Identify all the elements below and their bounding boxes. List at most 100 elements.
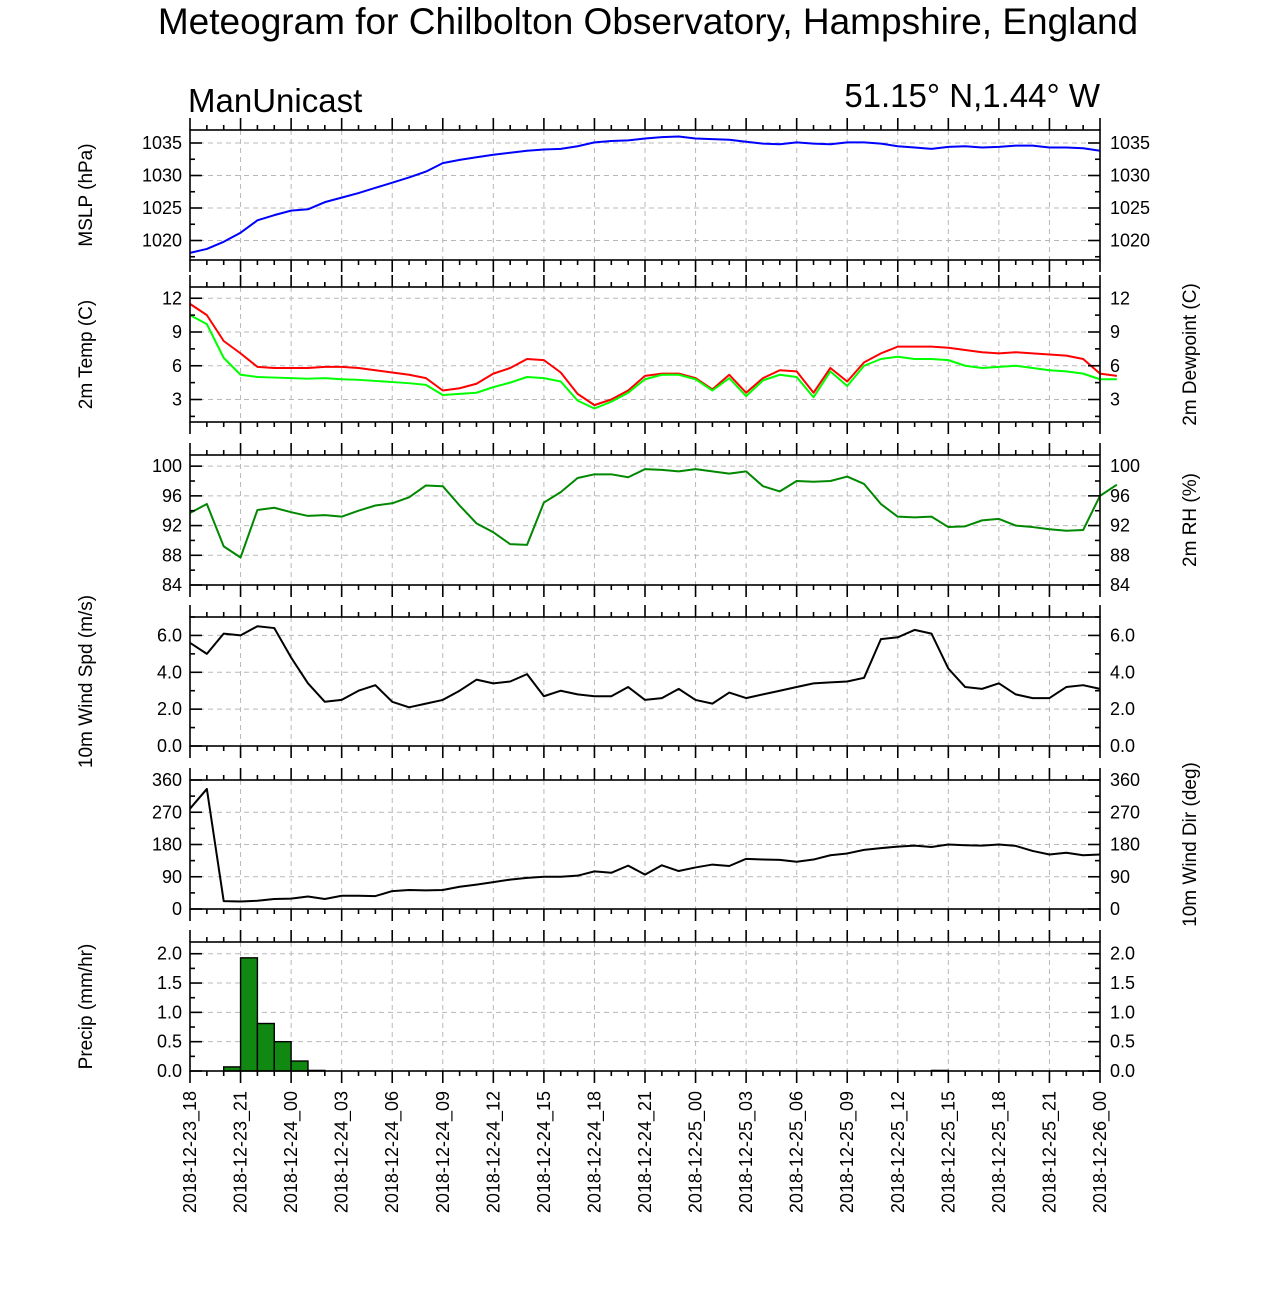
x-tick-label: 2018-12-25_12 (888, 1091, 909, 1213)
y-tick-label-left: 0.0 (157, 736, 182, 756)
y-tick-label-left: 4.0 (157, 662, 182, 682)
panel-3: 84 84 88 88 92 92 96 96 100 100 2m RH (%) (152, 443, 1201, 597)
y-tick-label-right: 88 (1110, 545, 1130, 565)
y-tick-label-left: 1035 (142, 133, 182, 153)
y-axis-label-left: Precip (mm/hr) (76, 944, 97, 1070)
panel-2: 3 3 6 6 9 9 12 12 2m Temp (C) 2m Dewpoint (C) (76, 275, 1201, 434)
y-tick-label-left: 2.0 (157, 944, 182, 964)
series-line-1 (189, 303, 1117, 407)
y-tick-label-left: 6 (172, 356, 182, 376)
x-tick-label: 2018-12-25_06 (787, 1091, 808, 1213)
y-tick-label-right: 0.0 (1110, 736, 1135, 756)
y-tick-label-right: 1035 (1110, 133, 1150, 153)
series-line-1 (189, 135, 1101, 254)
y-tick-label-right: 12 (1110, 288, 1130, 308)
y-tick-label-left: 1020 (142, 231, 182, 251)
y-tick-label-left: 6.0 (157, 625, 182, 645)
panel-1: 1020 1020 1025 1025 1030 1030 1035 1035 MSLP (hP… (76, 118, 1150, 272)
y-tick-label-left: 9 (172, 322, 182, 342)
panels: 1020 1020 1025 1025 1030 1030 1035 1035 MSLP (hP… (76, 118, 1201, 1083)
panel-6: 0.0 0.0 0.5 0.5 1.0 1.0 1.5 1.5 2.0 2.0 Precip (mm… (76, 930, 1135, 1083)
x-tick-label: 2018-12-23_18 (180, 1091, 201, 1213)
y-tick-label-right: 6.0 (1110, 625, 1135, 645)
x-tick-label: 2018-12-25_15 (938, 1091, 959, 1213)
y-tick-label-right: 2.0 (1110, 699, 1135, 719)
x-tick-label: 2018-12-25_18 (989, 1091, 1010, 1213)
precip-bar (290, 1060, 309, 1072)
y-tick-label-right: 360 (1110, 770, 1140, 790)
y-tick-label-left: 88 (162, 545, 182, 565)
x-tick-label: 2018-12-24_00 (281, 1091, 302, 1213)
y-tick-label-left: 360 (152, 770, 182, 790)
y-axis-label-left: MSLP (hPa) (76, 143, 97, 246)
x-tick-label: 2018-12-24_06 (382, 1091, 403, 1213)
panel-4: 0.0 0.0 2.0 2.0 4.0 4.0 6.0 6.0 10m Wind Spd (m/… (76, 595, 1135, 768)
y-tick-label-right: 0.5 (1110, 1032, 1135, 1052)
x-tick-label: 2018-12-25_21 (1039, 1091, 1060, 1213)
y-tick-label-left: 100 (152, 456, 182, 476)
x-tick-label: 2018-12-25_09 (837, 1091, 858, 1213)
x-tick-label: 2018-12-24_15 (534, 1091, 555, 1213)
y-tick-label-right: 1020 (1110, 231, 1150, 251)
y-axis-label-right: 2m RH (%) (1180, 473, 1201, 567)
y-axis-label-left: 10m Wind Spd (m/s) (76, 595, 97, 768)
y-tick-label-right: 1030 (1110, 166, 1150, 186)
panel-5: 0 0 90 90 180 180 270 270 360 360 10m Wind Dir (de… (152, 762, 1201, 927)
y-tick-label-left: 96 (162, 486, 182, 506)
y-tick-label-right: 180 (1110, 835, 1140, 855)
y-tick-label-left: 0.0 (157, 1061, 182, 1081)
y-tick-label-right: 270 (1110, 802, 1140, 822)
x-tick-label: 2018-12-26_00 (1090, 1091, 1111, 1213)
y-tick-label-left: 1030 (142, 166, 182, 186)
y-tick-label-left: 92 (162, 516, 182, 536)
station-coordinates: 51.15° N,1.44° W (844, 77, 1101, 114)
x-tick-label: 2018-12-24_09 (433, 1091, 454, 1213)
y-tick-label-right: 2.0 (1110, 944, 1135, 964)
y-tick-label-left: 180 (152, 835, 182, 855)
x-axis: 2018-12-23_18 2018-12-23_21 2018-12-24_00 2… (180, 1091, 1111, 1213)
x-tick-label: 2018-12-24_21 (635, 1091, 656, 1213)
y-tick-label-right: 0 (1110, 899, 1120, 919)
precip-bar (273, 1040, 292, 1072)
series-line-1 (189, 468, 1118, 559)
y-tick-label-left: 12 (162, 288, 182, 308)
y-tick-label-right: 92 (1110, 516, 1130, 536)
y-axis-label-right: 2m Dewpoint (C) (1180, 283, 1201, 426)
precip-bar (239, 957, 259, 1072)
y-tick-label-right: 6 (1110, 356, 1120, 376)
y-tick-label-left: 1025 (142, 198, 182, 218)
y-tick-label-left: 270 (152, 802, 182, 822)
x-tick-label: 2018-12-23_21 (231, 1091, 252, 1213)
series-line-1 (189, 787, 1101, 903)
y-tick-label-left: 3 (172, 390, 182, 410)
x-tick-label: 2018-12-24_12 (483, 1091, 504, 1213)
x-tick-label: 2018-12-24_18 (584, 1091, 605, 1213)
y-axis-label-left: 2m Temp (C) (76, 300, 97, 409)
y-tick-label-right: 4.0 (1110, 662, 1135, 682)
y-tick-label-right: 96 (1110, 486, 1130, 506)
y-tick-label-left: 1.0 (157, 1002, 182, 1022)
y-tick-label-right: 84 (1110, 575, 1130, 595)
precip-bar (256, 1022, 275, 1072)
series-line-1 (189, 625, 1101, 709)
y-tick-label-left: 84 (162, 575, 182, 595)
series-line-2 (189, 314, 1117, 410)
x-tick-label: 2018-12-25_00 (686, 1091, 707, 1213)
y-tick-label-right: 9 (1110, 322, 1120, 342)
y-tick-label-right: 3 (1110, 390, 1120, 410)
y-tick-label-right: 100 (1110, 456, 1140, 476)
y-tick-label-left: 2.0 (157, 699, 182, 719)
chart-title: Meteogram for Chilbolton Observatory, Ha… (158, 1, 1138, 42)
y-axis-label-right: 10m Wind Dir (deg) (1180, 762, 1201, 927)
y-tick-label-left: 0 (172, 899, 182, 919)
station-name: ManUnicast (188, 82, 362, 119)
y-tick-label-right: 90 (1110, 867, 1130, 887)
y-tick-label-left: 90 (162, 867, 182, 887)
x-tick-label: 2018-12-25_03 (736, 1091, 757, 1213)
y-tick-label-right: 1.0 (1110, 1002, 1135, 1022)
y-tick-label-right: 1.5 (1110, 973, 1135, 993)
x-tick-label: 2018-12-24_03 (332, 1091, 353, 1213)
y-tick-label-left: 1.5 (157, 973, 182, 993)
y-tick-label-right: 0.0 (1110, 1061, 1135, 1081)
